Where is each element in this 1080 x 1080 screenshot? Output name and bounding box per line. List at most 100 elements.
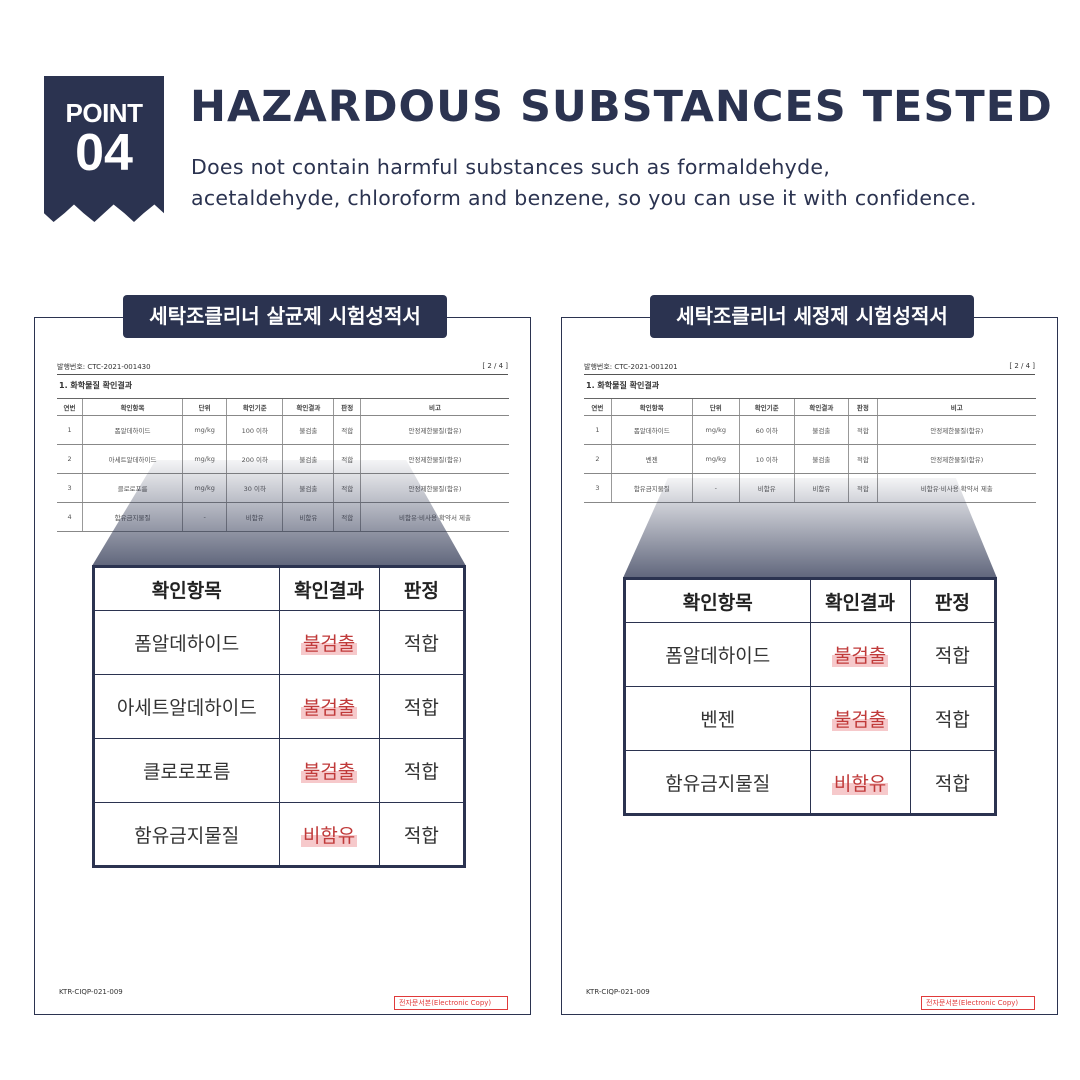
issue-number: 발행번호: CTC-2021-001201: [584, 363, 678, 371]
table-cell: 적합: [333, 415, 361, 445]
zoom-cell: 비함유: [278, 802, 380, 867]
column-header: 확인기준: [226, 398, 283, 416]
zoom-row: 아세트알데하이드 불검출 적합: [93, 674, 466, 739]
column-header: 단위: [691, 398, 740, 416]
zoom-cell: 벤젠: [624, 686, 811, 751]
document-meta: 발행번호: CTC-2021-001430 [ 2 / 4 ]: [57, 362, 508, 375]
zoom-row: 함유금지물질 비함유 적합: [93, 802, 466, 867]
column-header: 판정: [848, 398, 878, 416]
column-header: 연번: [57, 398, 83, 416]
document-title: 세탁조클리너 살균제 시험성적서: [123, 295, 447, 338]
table-header-row: 연번 확인항목 단위 확인기준 확인결과 판정 비고: [584, 398, 1036, 416]
page-number: [ 2 / 4 ]: [1009, 362, 1035, 370]
zoom-table: 확인항목 확인결과 판정 폼알데하이드 불검출 적합 벤젠 불검출 적합 함유금지물질 비함유 적합: [623, 577, 997, 816]
zoom-cell: 비함유: [809, 750, 911, 815]
zoom-cell: 폼알데하이드: [93, 610, 280, 675]
zoom-cell: 불검출: [278, 610, 380, 675]
table-cell: mg/kg: [691, 444, 740, 474]
table-cell: 안정제한물질(함유): [876, 444, 1036, 474]
column-header: 확인기준: [738, 398, 795, 416]
zoom-header-row: 확인항목 확인결과 판정: [93, 566, 466, 611]
issue-number: 발행번호: CTC-2021-001430: [57, 363, 151, 371]
table-row: 1 폼알데하이드 mg/kg 100 이하 불검출 적합 안정제한물질(함유): [57, 415, 509, 445]
point-badge: POINT 04: [44, 76, 164, 222]
zoom-cell: 적합: [378, 738, 466, 803]
table-cell: 적합: [848, 415, 878, 445]
zoom-cell: 폼알데하이드: [624, 622, 811, 687]
zoom-row: 폼알데하이드 불검출 적합: [624, 622, 997, 687]
table-cell: 4: [57, 502, 83, 532]
column-header: 단위: [182, 398, 227, 416]
table-cell: 10 이하: [738, 444, 795, 474]
table-cell: 1: [57, 415, 83, 445]
table-cell: 벤젠: [610, 444, 693, 474]
column-header: 비고: [876, 398, 1036, 416]
zoom-cell: 불검출: [278, 674, 380, 739]
column-header: 비고: [359, 398, 509, 416]
table-cell: 불검출: [282, 415, 334, 445]
table-cell: 안정제한물질(함유): [876, 415, 1036, 445]
electronic-copy-stamp: 전자문서본(Electronic Copy): [921, 996, 1035, 1010]
zoom-cone: [92, 460, 466, 566]
table-cell: 적합: [848, 444, 878, 474]
column-header: 판정: [378, 566, 466, 611]
zoom-cell: 적합: [378, 802, 466, 867]
zoom-cell: 적합: [378, 610, 466, 675]
zoom-cell: 불검출: [278, 738, 380, 803]
table-cell: 3: [57, 473, 83, 503]
page-title: HAZARDOUS SUBSTANCES TESTED: [190, 82, 1053, 132]
table-cell: 1: [584, 415, 612, 445]
column-header: 판정: [909, 578, 997, 623]
column-header: 확인결과: [278, 566, 380, 611]
document-title: 세탁조클리너 세정제 시험성적서: [650, 295, 974, 338]
table-cell: 100 이하: [226, 415, 283, 445]
column-header: 확인결과: [809, 578, 911, 623]
section-heading: 1. 화학물질 확인결과: [586, 381, 660, 390]
zoom-row: 폼알데하이드 불검출 적합: [93, 610, 466, 675]
result-highlight: 비함유: [300, 824, 358, 847]
table-cell: mg/kg: [691, 415, 740, 445]
zoom-cone: [623, 478, 997, 578]
document-code: KTR-CIQP-021-009: [586, 988, 650, 996]
subtitle-line: Does not contain harmful substances such…: [191, 155, 831, 179]
zoom-cell: 적합: [378, 674, 466, 739]
page-number: [ 2 / 4 ]: [482, 362, 508, 370]
zoom-cell: 아세트알데하이드: [93, 674, 280, 739]
table-cell: 2: [584, 444, 612, 474]
table-cell: 2: [57, 444, 83, 474]
zoom-header-row: 확인항목 확인결과 판정: [624, 578, 997, 623]
table-cell: mg/kg: [182, 415, 227, 445]
zoom-cell: 적합: [909, 750, 997, 815]
zoom-row: 함유금지물질 비함유 적합: [624, 750, 997, 815]
table-cell: 3: [584, 473, 612, 503]
column-header: 판정: [333, 398, 361, 416]
document-code: KTR-CIQP-021-009: [59, 988, 123, 996]
result-highlight: 불검출: [300, 697, 358, 719]
page-subtitle: Does not contain harmful substances such…: [191, 152, 977, 214]
table-row: 1 폼알데하이드 mg/kg 60 이하 불검출 적합 안정제한물질(함유): [584, 415, 1036, 445]
zoom-cell: 함유금지물질: [624, 750, 811, 815]
result-highlight: 불검출: [831, 645, 889, 667]
column-header: 확인결과: [793, 398, 849, 416]
column-header: 확인항목: [624, 578, 811, 623]
zoom-cell: 불검출: [809, 622, 911, 687]
document-meta: 발행번호: CTC-2021-001201 [ 2 / 4 ]: [584, 362, 1035, 375]
section-heading: 1. 화학물질 확인결과: [59, 381, 133, 390]
table-cell: 폼알데하이드: [82, 415, 183, 445]
badge-label: POINT: [65, 98, 143, 128]
zoom-cell: 함유금지물질: [93, 802, 280, 867]
result-highlight: 불검출: [300, 633, 358, 655]
table-cell: 불검출: [793, 444, 849, 474]
column-header: 연번: [584, 398, 612, 416]
zoom-row: 클로로포름 불검출 적합: [93, 738, 466, 803]
zoom-cell: 클로로포름: [93, 738, 280, 803]
column-header: 확인항목: [93, 566, 280, 611]
column-header: 확인결과: [282, 398, 334, 416]
table-header-row: 연번 확인항목 단위 확인기준 확인결과 판정 비고: [57, 398, 509, 416]
table-cell: 폼알데하이드: [610, 415, 693, 445]
badge-number: 04: [75, 124, 133, 182]
zoom-cell: 적합: [909, 686, 997, 751]
result-highlight: 불검출: [831, 709, 889, 731]
zoom-table: 확인항목 확인결과 판정 폼알데하이드 불검출 적합 아세트알데하이드 불검출 적합 클로로포름 불…: [92, 565, 466, 868]
electronic-copy-stamp: 전자문서본(Electronic Copy): [394, 996, 508, 1010]
